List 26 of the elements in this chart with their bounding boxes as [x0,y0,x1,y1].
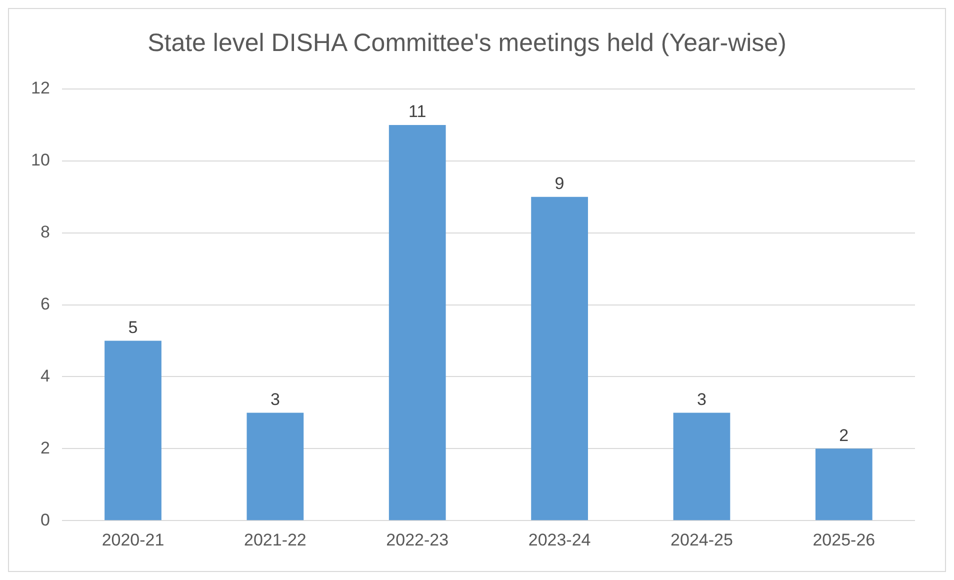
bar [246,412,304,520]
y-tick-label: 12 [30,78,50,98]
bar [388,124,446,520]
x-tick-label: 2020-21 [102,530,164,550]
data-label: 2 [839,426,849,445]
data-label: 3 [270,390,280,409]
y-tick-label: 6 [40,294,50,314]
x-tick-label: 2024-25 [670,530,733,550]
y-tick-label: 10 [30,150,50,170]
bar [104,340,162,520]
data-label: 5 [128,318,138,337]
x-tick-label: 2021-22 [244,530,306,550]
x-tick-label: 2025-26 [812,530,876,550]
bar [531,196,588,520]
chart-title: State level DISHA Committee's meetings held (Year-wise) [148,28,786,57]
y-tick-label: 4 [40,366,50,386]
bar [815,448,872,520]
data-label: 9 [554,174,564,194]
data-label: 3 [696,390,706,409]
y-tick-label: 0 [40,510,50,530]
data-label: 11 [408,102,426,122]
y-tick-label: 8 [40,222,50,242]
x-tick-label: 2023-24 [528,530,591,550]
bar [673,412,730,520]
y-tick-label: 2 [40,438,50,458]
x-tick-label: 2022-23 [386,530,449,550]
